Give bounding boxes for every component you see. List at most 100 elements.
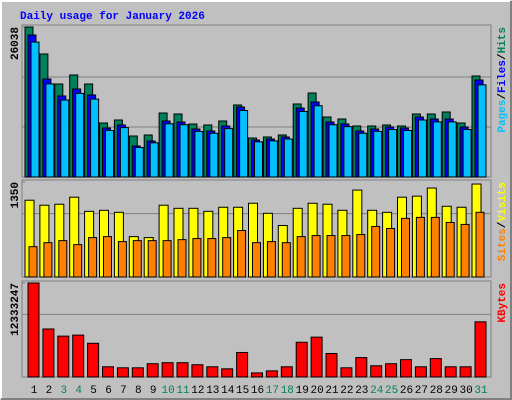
bar [45, 83, 55, 178]
bar [254, 141, 263, 178]
bar [356, 234, 366, 278]
bar [191, 364, 204, 378]
bar [460, 223, 470, 278]
bar [447, 121, 457, 178]
bar [415, 216, 425, 278]
x-tick-label: 24 [370, 385, 384, 397]
bar [310, 336, 323, 378]
x-tick-label: 9 [150, 385, 157, 397]
bar [146, 363, 159, 378]
x-tick-label: 15 [236, 385, 249, 397]
x-tick-label: 16 [251, 385, 264, 397]
bar [355, 357, 368, 378]
bar [401, 217, 410, 278]
bar [119, 127, 129, 178]
bar [386, 228, 396, 278]
bar [371, 225, 381, 278]
x-tick-label: 18 [281, 385, 294, 397]
bar [131, 367, 144, 378]
legend-entry: Sites [497, 228, 509, 261]
bar [295, 341, 308, 378]
bar [116, 367, 129, 378]
legend: KBytes [497, 283, 509, 323]
x-tick-label: 10 [161, 385, 174, 397]
bar [164, 123, 174, 178]
x-tick-label: 29 [445, 385, 458, 397]
bar [72, 334, 85, 378]
legend-entry: Visits [497, 182, 509, 222]
bar [75, 92, 85, 178]
legend: Pages/Files/Hits [497, 27, 509, 133]
bar [102, 366, 114, 378]
bar [207, 238, 217, 278]
bar [87, 342, 100, 378]
bar [445, 221, 455, 278]
bar [311, 235, 321, 278]
bar [280, 366, 293, 378]
bar [162, 240, 172, 278]
bar [341, 235, 351, 278]
bar [417, 119, 427, 178]
bar [206, 366, 219, 378]
bar [209, 132, 219, 178]
legend-separator: / [497, 53, 509, 60]
bar [296, 236, 306, 278]
bar [90, 98, 100, 178]
panel [21, 280, 492, 378]
bar [370, 365, 383, 378]
x-tick-label: 27 [415, 385, 428, 397]
bar [237, 229, 247, 278]
x-tick-label: 26 [400, 385, 413, 397]
bar [177, 239, 187, 278]
bar [414, 366, 427, 378]
bar [462, 128, 472, 178]
x-tick-label: 23 [355, 385, 368, 397]
x-tick-label: 31 [474, 385, 488, 397]
x-tick-label: 28 [430, 385, 443, 397]
bar [58, 240, 68, 278]
x-tick-label: 21 [325, 385, 339, 397]
bar [236, 351, 249, 378]
bar [149, 142, 159, 178]
legend-separator: / [497, 221, 509, 228]
bar [252, 242, 261, 278]
bar [28, 246, 38, 278]
bar [132, 240, 142, 278]
bar [176, 362, 189, 378]
bar [459, 366, 472, 378]
bar [161, 362, 174, 378]
x-tick-label: 22 [340, 385, 353, 397]
bar [265, 370, 278, 378]
bar [281, 242, 291, 278]
bar [239, 109, 249, 178]
y-tick-label: 26038 [10, 27, 22, 60]
x-tick-label: 19 [296, 385, 309, 397]
x-tick-label: 2 [46, 385, 53, 397]
x-tick-label: 17 [266, 385, 279, 397]
bar [117, 241, 127, 278]
x-tick-label: 20 [310, 385, 323, 397]
bar [194, 130, 204, 178]
bar [477, 84, 487, 178]
bar [432, 121, 442, 178]
bar [251, 372, 263, 378]
chart-title: Daily usage for January 2026 [20, 11, 205, 23]
x-tick-label: 30 [459, 385, 472, 397]
bar [326, 235, 336, 278]
bar [429, 358, 442, 378]
x-tick-label: 6 [105, 385, 112, 397]
x-tick-label: 13 [206, 385, 219, 397]
bar [403, 129, 412, 178]
x-tick-label: 7 [120, 385, 127, 397]
bar [373, 130, 383, 178]
x-tick-label: 1 [31, 385, 38, 397]
legend: Sites/Visits [497, 182, 509, 261]
x-tick-label: 8 [135, 385, 142, 397]
x-tick-label: 5 [90, 385, 97, 397]
bar [268, 140, 278, 178]
bar [444, 366, 457, 378]
bar [313, 105, 323, 178]
legend-entry: Hits [497, 27, 509, 53]
bar [358, 132, 368, 178]
